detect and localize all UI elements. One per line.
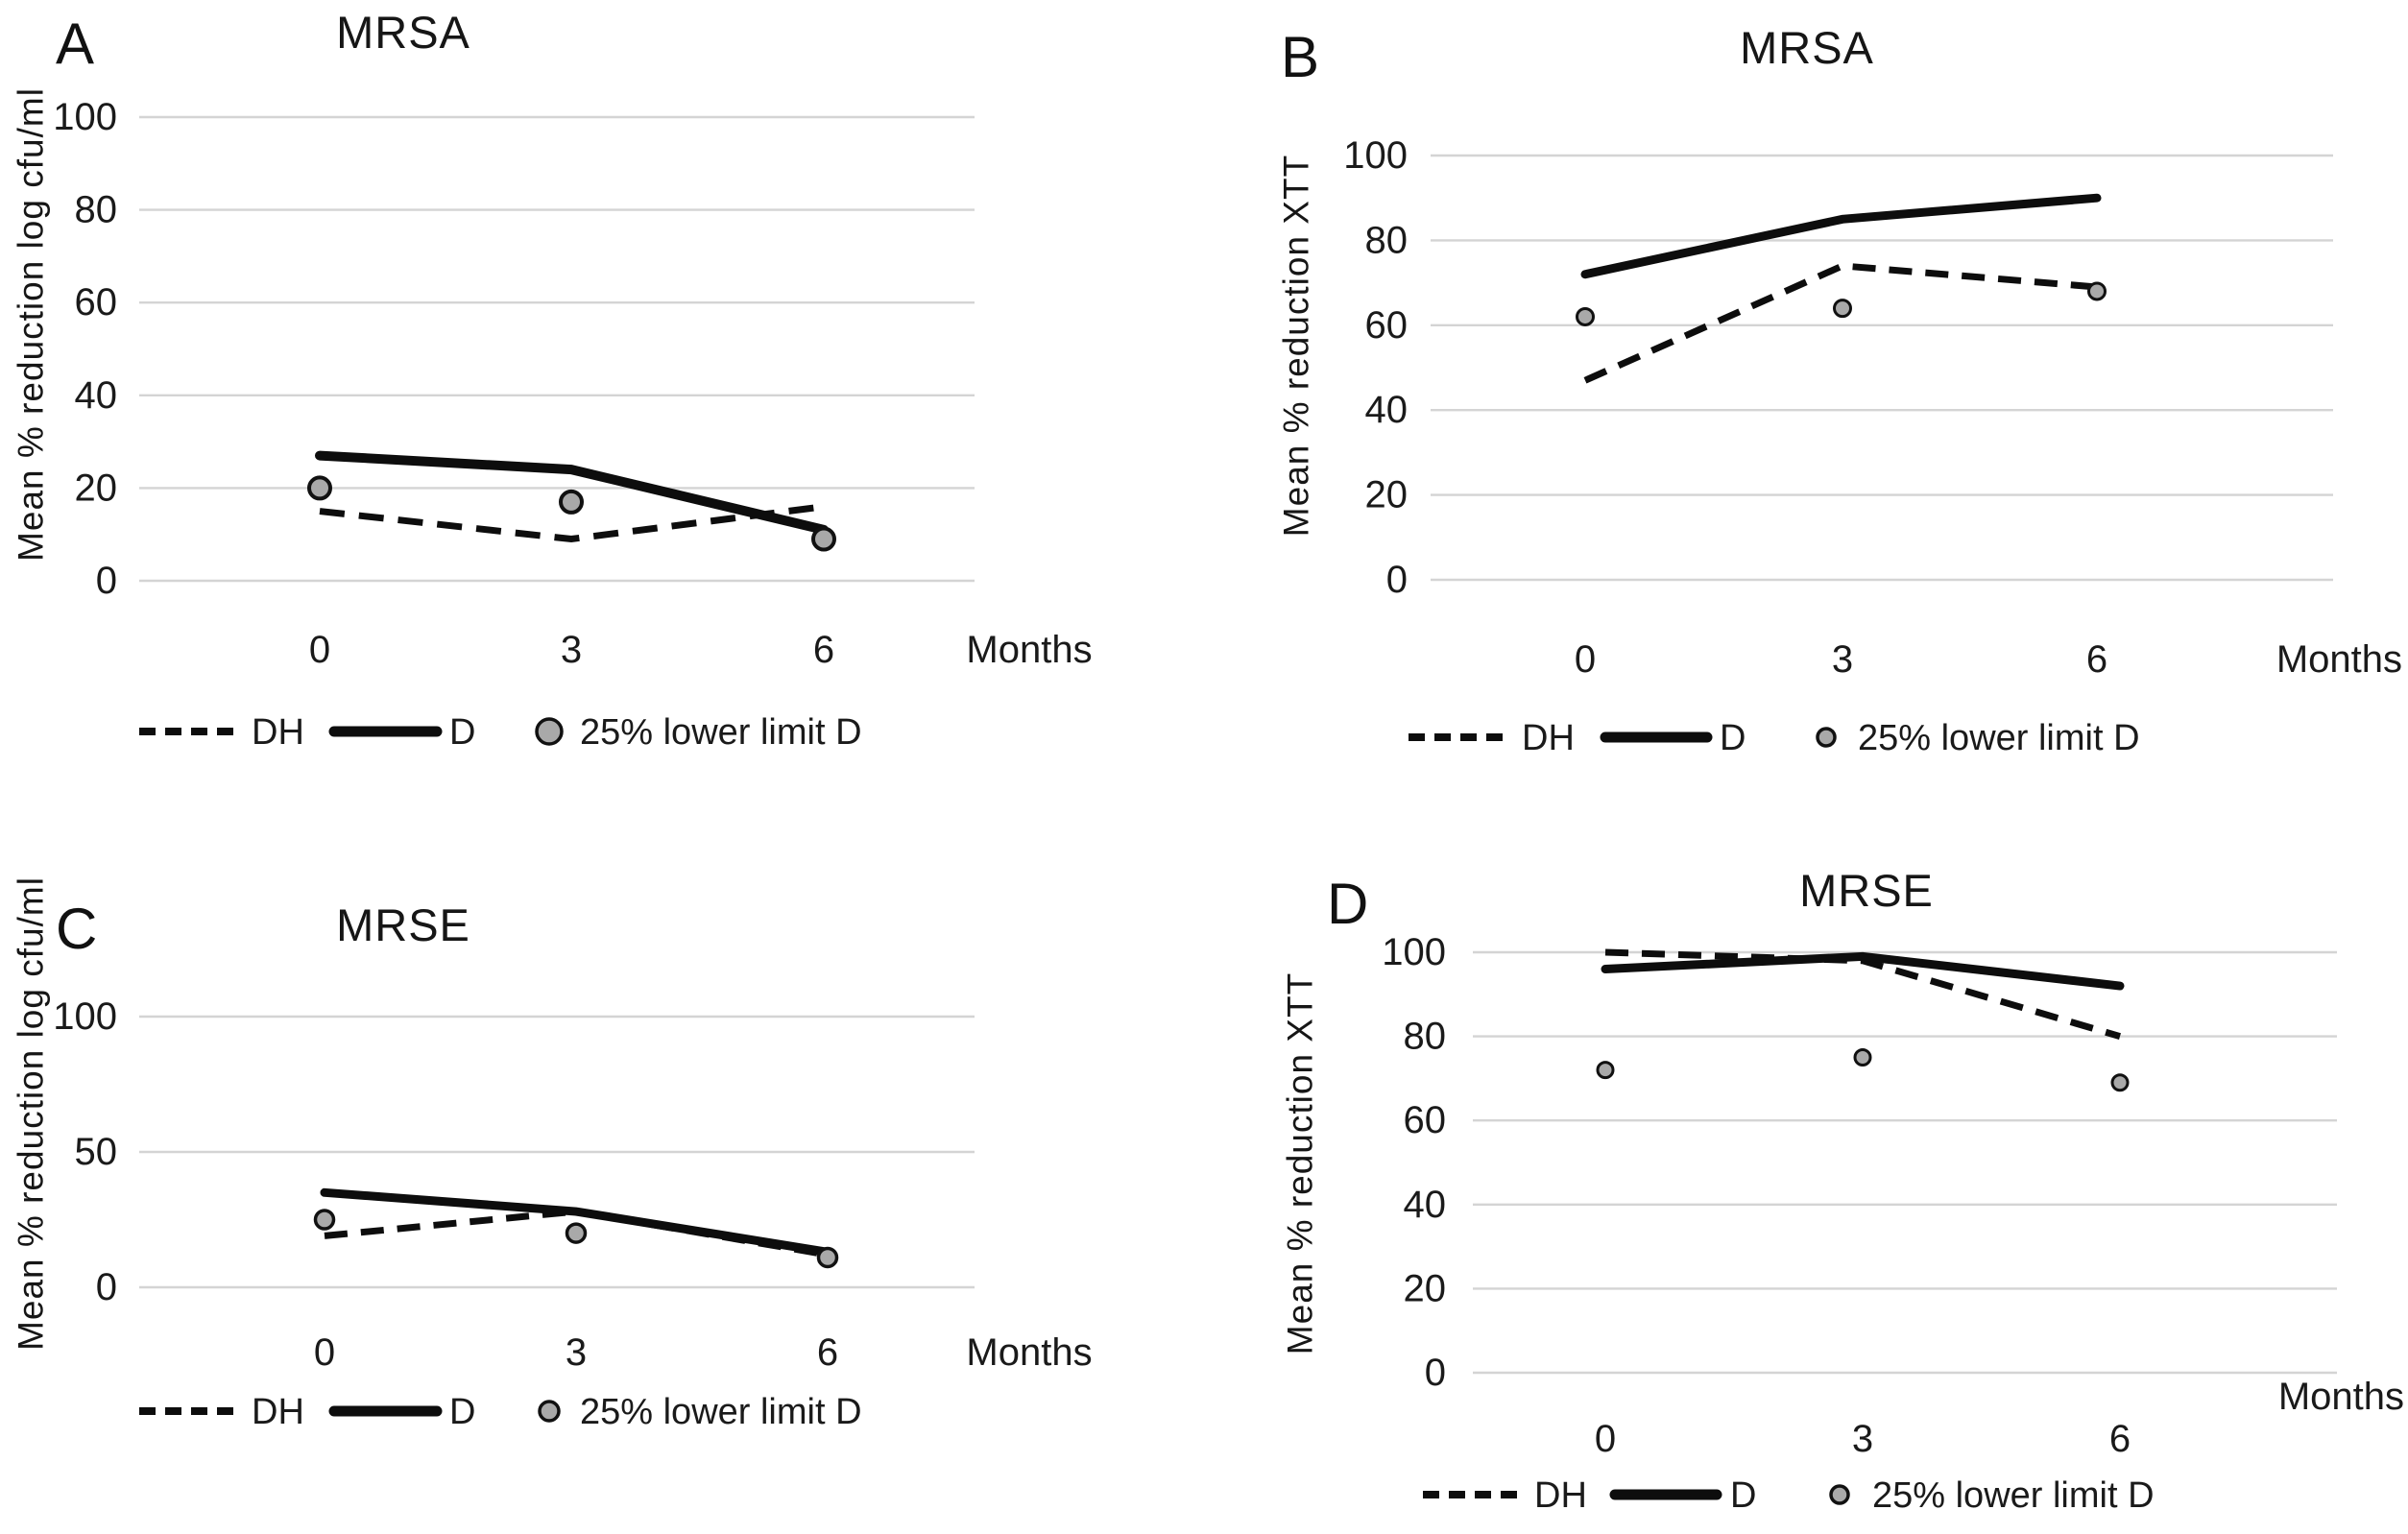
legend-d-label: D	[1730, 1475, 1756, 1516]
x-axis-title: Months	[2278, 1376, 2404, 1418]
y-tick-label: 0	[1425, 1352, 1446, 1394]
y-tick-label: 40	[1365, 389, 1409, 431]
y-tick-label: 80	[75, 189, 118, 231]
x-tick-label: 6	[2109, 1418, 2131, 1460]
x-axis-title: Months	[966, 1331, 1092, 1374]
panel-d-mrse-xtt: 0 20 40 60 80 100 0 3 6 Months DH D 25% lower limit …	[1204, 787, 2408, 1534]
chart-title: MRSA	[1740, 22, 1874, 73]
series-d-line	[1580, 193, 2102, 279]
panel-a-mrsa-cfu: 0 20 40 60 80 100 0 3 6 Months DH D 25% lower limit …	[0, 0, 1204, 787]
panel-letter: C	[56, 897, 98, 961]
series-lower-limit-dot	[1576, 306, 1595, 326]
x-axis-title: Months	[2276, 638, 2402, 681]
y-axis-title: Mean % reduction log cfu/ml	[11, 876, 51, 1351]
legend-dh-label: DH	[1534, 1475, 1587, 1516]
series-lower-limit-dot	[811, 526, 836, 552]
y-axis-title: Mean % reduction XTT	[1280, 971, 1320, 1355]
chart-title: MRSE	[1799, 865, 1934, 916]
chart-title: MRSE	[336, 899, 470, 950]
y-tick-label: 100	[1343, 134, 1408, 177]
legend-lower-limit-label: 25% lower limit D	[580, 712, 862, 753]
y-tick-label: 60	[1365, 304, 1409, 347]
series-d-line	[320, 1187, 832, 1257]
y-axis-title: Mean % reduction log cfu/ml	[11, 87, 51, 562]
panel-b-mrsa-xtt: 0 20 40 60 80 100 0 3 6 Months DH D 25% lower limit …	[1204, 0, 2408, 787]
legend-lower-limit-label: 25% lower limit D	[1872, 1475, 2155, 1516]
series-lower-limit-dot	[1596, 1061, 1615, 1080]
series-lower-limit-dot	[1833, 299, 1852, 319]
y-tick-label: 60	[1404, 1099, 1447, 1141]
legend-lower-limit-label: 25% lower limit D	[1858, 718, 2140, 758]
panel-c-mrse-cfu: 0 50 100 0 3 6 Months DH D 25% lower limit D C MR…	[0, 787, 1204, 1534]
series-lower-limit-dot	[1853, 1048, 1872, 1067]
chart-c-plot: 0 50 100 0 3 6 Months DH D 25% lower limit D	[53, 995, 1092, 1432]
series-lower-limit-dot	[2110, 1073, 2130, 1092]
legend-d-label: D	[449, 712, 475, 753]
legend-d-label: D	[1720, 718, 1746, 758]
y-tick-label: 40	[1404, 1184, 1447, 1226]
x-tick-label: 3	[1832, 638, 1853, 681]
x-tick-label: 6	[817, 1331, 838, 1374]
legend-lower-limit-sample	[538, 1400, 561, 1423]
series-lower-limit-dot	[559, 489, 584, 515]
y-tick-label: 40	[75, 374, 118, 417]
x-tick-label: 6	[2086, 638, 2107, 681]
legend-lower-limit-sample	[535, 717, 564, 746]
series-lower-limit-dot	[2087, 281, 2107, 301]
y-tick-label: 50	[75, 1131, 118, 1173]
legend-lower-limit-sample	[1816, 727, 1837, 748]
x-tick-label: 0	[314, 1331, 335, 1374]
chart-b-plot: 0 20 40 60 80 100 0 3 6 Months DH D 25% lower limit …	[1343, 134, 2402, 758]
y-tick-label: 80	[1404, 1016, 1447, 1058]
series-dh-line	[319, 503, 825, 543]
y-tick-label: 80	[1365, 219, 1409, 261]
x-tick-label: 3	[561, 629, 582, 671]
y-axis-title: Mean % reduction XTT	[1276, 154, 1316, 538]
legend-lower-limit-sample	[1829, 1484, 1850, 1505]
panel-letter: A	[56, 12, 95, 76]
x-tick-label: 0	[1575, 638, 1596, 681]
x-tick-label: 0	[1595, 1418, 1616, 1460]
series-lower-limit-dot	[313, 1209, 336, 1231]
series-lower-limit-dot	[565, 1222, 588, 1244]
y-tick-label: 20	[1404, 1267, 1447, 1309]
y-tick-label: 0	[1386, 559, 1408, 601]
chart-d-plot: 0 20 40 60 80 100 0 3 6 Months DH D 25% lower limit …	[1382, 931, 2404, 1516]
series-d-line	[1601, 951, 2125, 991]
x-tick-label: 6	[813, 629, 834, 671]
y-tick-label: 60	[75, 281, 118, 324]
legend-dh-label: DH	[252, 712, 304, 753]
y-tick-label: 100	[1382, 931, 1446, 973]
y-tick-label: 0	[96, 1266, 117, 1308]
chart-title: MRSA	[336, 7, 470, 58]
legend-dh-label: DH	[252, 1392, 304, 1432]
series-dh-line	[1583, 262, 2098, 384]
series-d-line	[315, 450, 829, 535]
y-tick-label: 100	[53, 96, 117, 138]
panel-letter: B	[1281, 25, 1320, 89]
x-axis-title: Months	[966, 629, 1092, 671]
y-tick-label: 20	[1365, 474, 1409, 516]
x-tick-label: 0	[309, 629, 330, 671]
panel-letter: D	[1327, 872, 1369, 936]
legend-d-label: D	[449, 1392, 475, 1432]
x-tick-label: 3	[1852, 1418, 1873, 1460]
x-tick-label: 3	[566, 1331, 587, 1374]
series-lower-limit-dot	[307, 475, 332, 501]
y-tick-label: 0	[96, 560, 117, 602]
legend-lower-limit-label: 25% lower limit D	[580, 1392, 862, 1432]
y-tick-label: 20	[75, 467, 118, 509]
y-tick-label: 100	[53, 995, 117, 1038]
legend-dh-label: DH	[1522, 718, 1575, 758]
chart-a-plot: 0 20 40 60 80 100 0 3 6 Months DH D 25% lower limit …	[53, 96, 1092, 753]
series-lower-limit-dot	[816, 1246, 839, 1269]
